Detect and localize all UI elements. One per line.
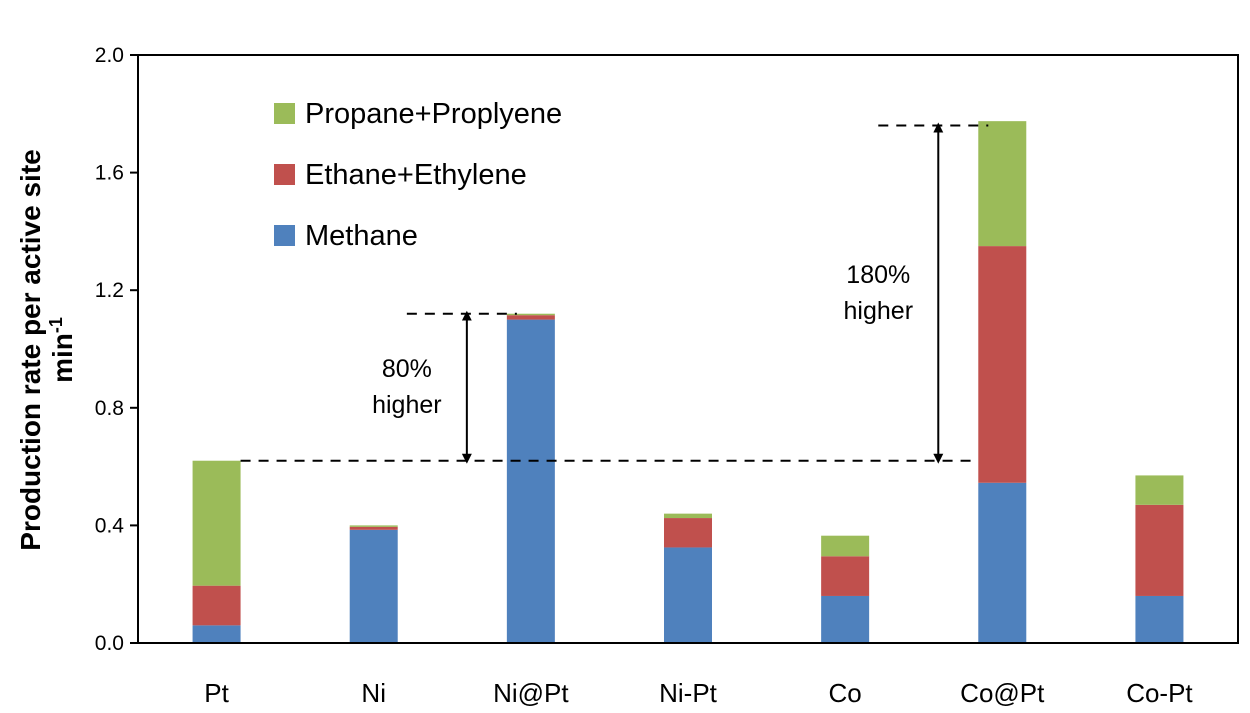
y-tick-label: 0.0 [95,632,124,655]
bar-segment-propane-proplyene-co [821,535,870,557]
bar-segment-methane-co-pt [978,482,1027,643]
bar-segment-propane-proplyene-ni [349,525,398,527]
y-axis-unit-exponent: -1 [46,317,66,333]
x-tick-label: Ni@Pt [493,678,569,708]
bar-segment-propane-proplyene-pt [192,460,241,586]
legend-swatch-ethane-ethylene [274,164,295,185]
x-tick-label: Ni [361,678,386,708]
x-tick-label: Co-Pt [1126,678,1193,708]
bar-segment-methane-pt [192,625,241,643]
legend-swatch-methane [274,225,295,246]
bar-segment-ethane-ethylene-pt [192,585,241,626]
bar-segment-methane-ni-pt [506,319,555,643]
bar-segment-ethane-ethylene-co [821,556,870,596]
bar-segment-methane-ni [349,529,398,643]
y-tick-label: 1.2 [95,279,124,302]
legend-swatch-propane-proplyene [274,103,295,124]
bar-segment-methane-co-pt [1135,595,1184,643]
annotation-percent-label: 180% [846,261,910,289]
y-tick-label: 1.6 [95,162,124,185]
x-tick-label: Ni-Pt [659,678,718,708]
bar-segment-ethane-ethylene-co-pt [978,246,1027,483]
bar-segment-propane-proplyene-co-pt [1135,475,1184,505]
annotation-percent-label: 80% [382,355,432,383]
bar-segment-ethane-ethylene-co-pt [1135,504,1184,596]
bar-segment-ethane-ethylene-ni-pt [506,315,555,320]
x-tick-label: Co [829,678,862,708]
bar-segment-methane-ni-pt [664,547,712,643]
y-tick-label: 0.4 [95,514,125,537]
bar-segment-ethane-ethylene-ni [349,526,398,530]
x-tick-label: Pt [204,678,229,708]
x-tick-label: Co@Pt [960,678,1045,708]
plot-area-frame [137,54,1239,644]
legend-label-ethane-ethylene: Ethane+Ethylene [305,159,527,191]
legend-label-propane-proplyene: Propane+Proplyene [305,98,562,130]
bar-segment-methane-co [821,595,870,643]
y-axis-unit: min-1 [46,317,78,383]
y-tick-label: 0.8 [95,397,124,420]
annotation-higher-label: higher [844,297,914,325]
y-axis-label: Production rate per active site min-1 [15,149,78,550]
legend-label-methane: Methane [305,220,418,252]
bar-segment-ethane-ethylene-ni-pt [664,518,712,548]
bar-segment-propane-proplyene-ni-pt [506,313,555,316]
y-tick-label: 2.0 [95,44,124,67]
bar-segment-propane-proplyene-ni-pt [664,513,712,519]
bar-segment-propane-proplyene-co-pt [978,121,1027,247]
annotation-higher-label: higher [372,391,442,419]
y-axis-title: Production rate per active site [15,149,46,550]
y-axis-unit-base: min [47,333,78,383]
